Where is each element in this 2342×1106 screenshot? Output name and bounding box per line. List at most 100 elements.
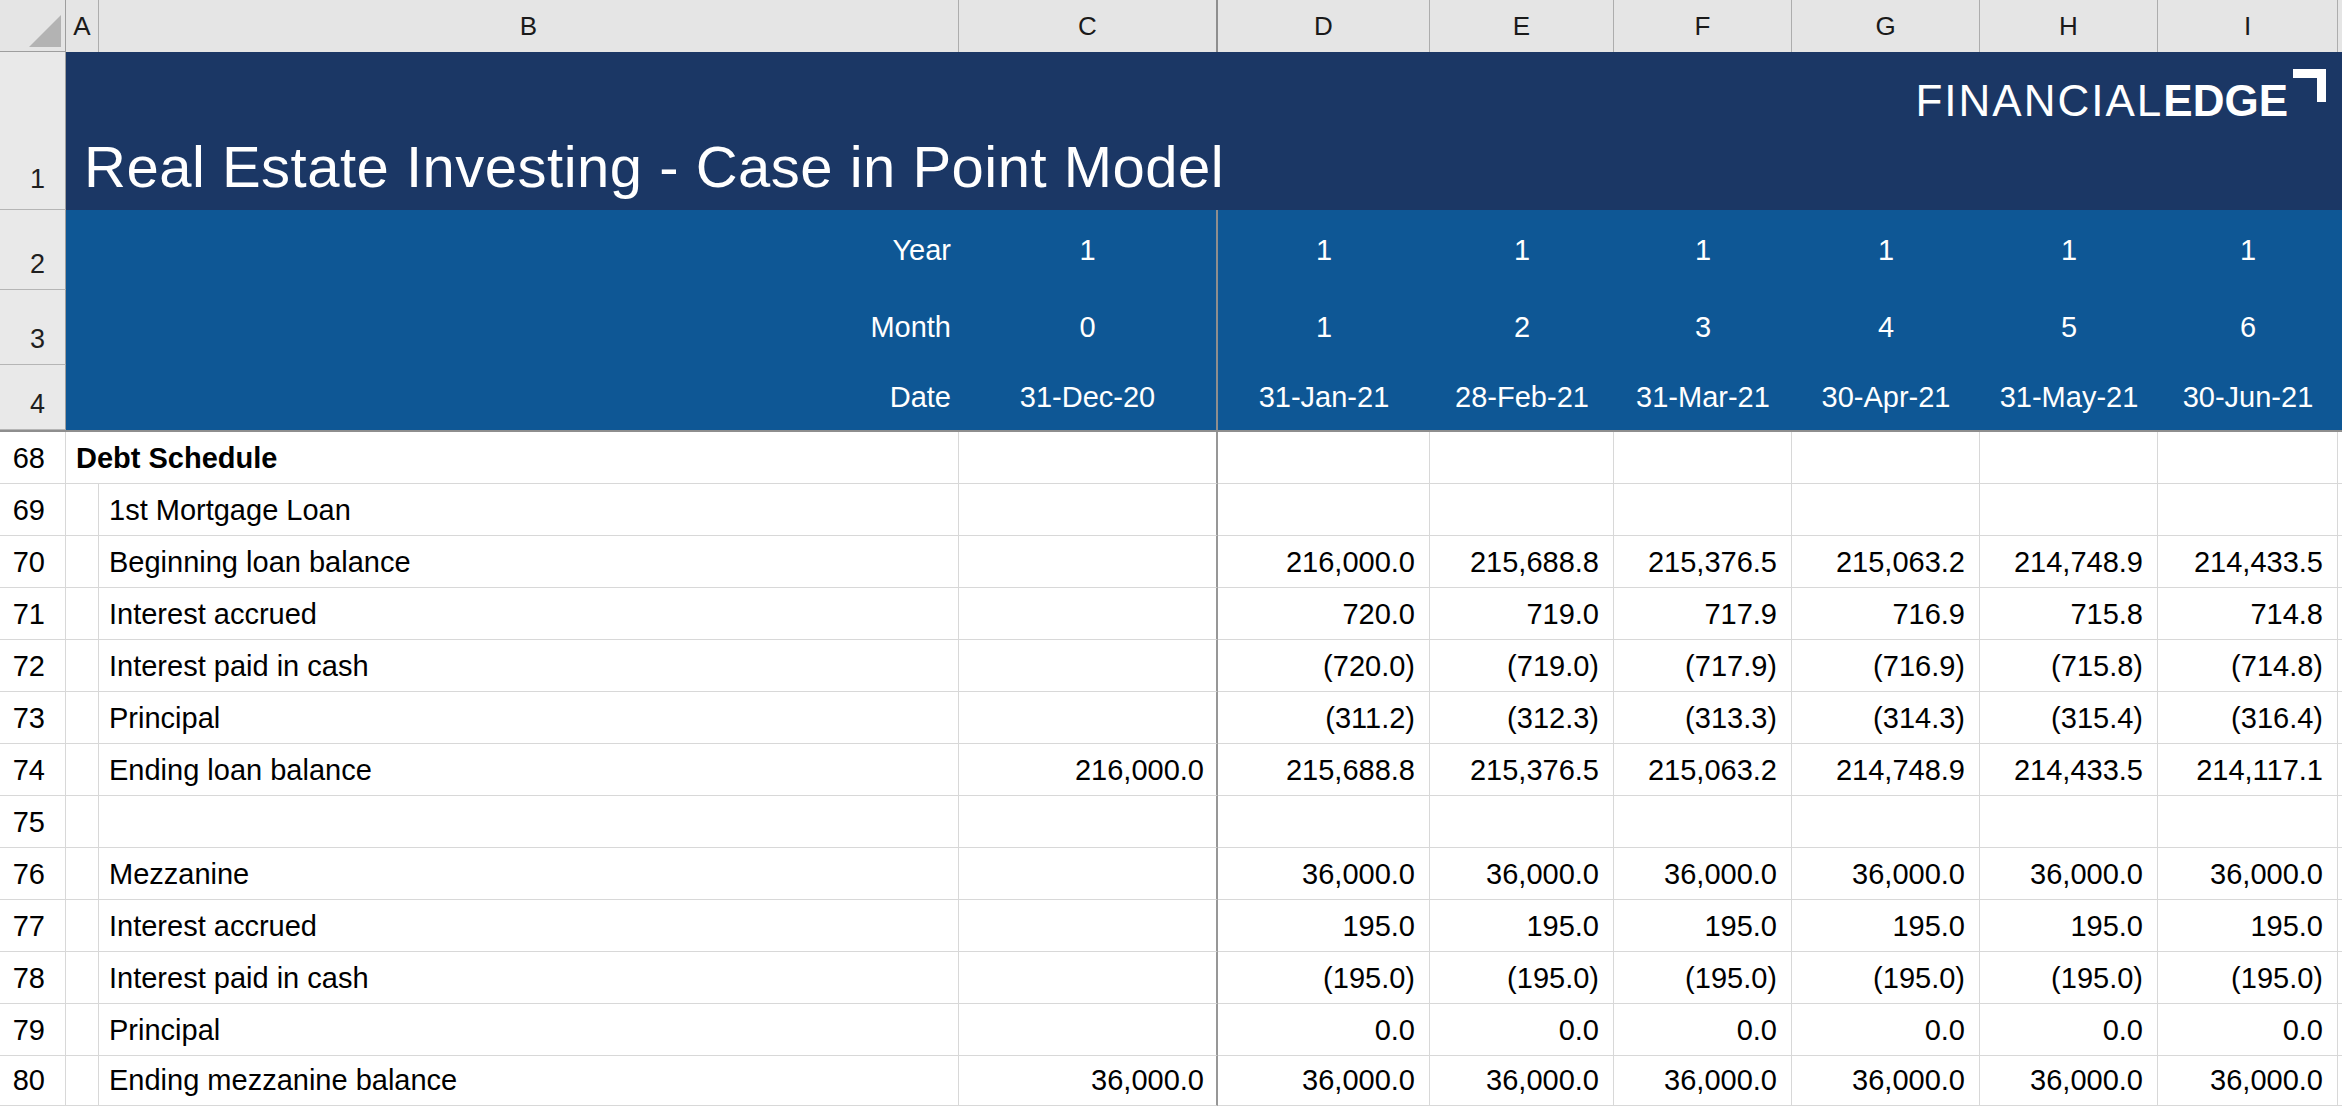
cell-D73[interactable]: (311.2) — [1218, 692, 1430, 744]
year-value[interactable]: 1 — [1980, 210, 2158, 290]
cell-I69[interactable] — [2158, 484, 2338, 536]
column-header-I[interactable]: I — [2158, 0, 2338, 52]
cell-G80[interactable]: 36,000.0 — [1792, 1056, 1980, 1106]
cell-F68[interactable] — [1614, 432, 1792, 484]
cell-I70[interactable]: 214,433.5 — [2158, 536, 2338, 588]
column-header-F[interactable]: F — [1614, 0, 1792, 52]
row-label[interactable]: Ending loan balance — [99, 744, 959, 796]
year-value[interactable]: 1 — [1218, 210, 1430, 290]
cell-C70[interactable] — [959, 536, 1218, 588]
cell-D78[interactable]: (195.0) — [1218, 952, 1430, 1004]
cell-A2[interactable] — [66, 210, 99, 290]
column-header-B[interactable]: B — [99, 0, 959, 52]
column-header-A[interactable]: A — [66, 0, 99, 52]
row-label[interactable]: Interest accrued — [99, 588, 959, 640]
cell-E72[interactable]: (719.0) — [1430, 640, 1614, 692]
month-value[interactable]: 6 — [2158, 290, 2338, 365]
cell-C69[interactable] — [959, 484, 1218, 536]
cell-F80[interactable]: 36,000.0 — [1614, 1056, 1792, 1106]
date-value[interactable]: 31-May-21 — [1980, 365, 2158, 430]
cell-H69[interactable] — [1980, 484, 2158, 536]
cell-C76[interactable] — [959, 848, 1218, 900]
cell-H76[interactable]: 36,000.0 — [1980, 848, 2158, 900]
cell-C73[interactable] — [959, 692, 1218, 744]
cell-E78[interactable]: (195.0) — [1430, 952, 1614, 1004]
cell-I68[interactable] — [2158, 432, 2338, 484]
cell-I75[interactable] — [2158, 796, 2338, 848]
cell-F76[interactable]: 36,000.0 — [1614, 848, 1792, 900]
cell-D77[interactable]: 195.0 — [1218, 900, 1430, 952]
month-label[interactable]: Month — [99, 290, 959, 365]
cell-G72[interactable]: (716.9) — [1792, 640, 1980, 692]
cell-F70[interactable]: 215,376.5 — [1614, 536, 1792, 588]
cell-D70[interactable]: 216,000.0 — [1218, 536, 1430, 588]
cell-E74[interactable]: 215,376.5 — [1430, 744, 1614, 796]
cell-C72[interactable] — [959, 640, 1218, 692]
cell-E76[interactable]: 36,000.0 — [1430, 848, 1614, 900]
month-value[interactable]: 1 — [1218, 290, 1430, 365]
column-header-C[interactable]: C — [959, 0, 1218, 52]
cell-C77[interactable] — [959, 900, 1218, 952]
column-header-E[interactable]: E — [1430, 0, 1614, 52]
cell-G74[interactable]: 214,748.9 — [1792, 744, 1980, 796]
cell-D80[interactable]: 36,000.0 — [1218, 1056, 1430, 1106]
cell-D76[interactable]: 36,000.0 — [1218, 848, 1430, 900]
cell-H78[interactable]: (195.0) — [1980, 952, 2158, 1004]
cell-I78[interactable]: (195.0) — [2158, 952, 2338, 1004]
cell-F75[interactable] — [1614, 796, 1792, 848]
row-header-68[interactable]: 68 — [0, 432, 66, 484]
cell-D75[interactable] — [1218, 796, 1430, 848]
cell-H72[interactable]: (715.8) — [1980, 640, 2158, 692]
cell-E70[interactable]: 215,688.8 — [1430, 536, 1614, 588]
cell-A75[interactable] — [66, 796, 99, 848]
column-header-H[interactable]: H — [1980, 0, 2158, 52]
row-label[interactable]: Mezzanine — [99, 848, 959, 900]
cell-G76[interactable]: 36,000.0 — [1792, 848, 1980, 900]
cell-G73[interactable]: (314.3) — [1792, 692, 1980, 744]
cell-F71[interactable]: 717.9 — [1614, 588, 1792, 640]
cell-C74[interactable]: 216,000.0 — [959, 744, 1218, 796]
cell-E80[interactable]: 36,000.0 — [1430, 1056, 1614, 1106]
cell-A79[interactable] — [66, 1004, 99, 1056]
cell-C79[interactable] — [959, 1004, 1218, 1056]
year-label[interactable]: Year — [99, 210, 959, 290]
month-value[interactable]: 2 — [1430, 290, 1614, 365]
row-header-71[interactable]: 71 — [0, 588, 66, 640]
cell-F74[interactable]: 215,063.2 — [1614, 744, 1792, 796]
row-header-80[interactable]: 80 — [0, 1056, 66, 1106]
row-header-70[interactable]: 70 — [0, 536, 66, 588]
cell-H80[interactable]: 36,000.0 — [1980, 1056, 2158, 1106]
row-label[interactable] — [99, 796, 959, 848]
cell-I73[interactable]: (316.4) — [2158, 692, 2338, 744]
cell-F72[interactable]: (717.9) — [1614, 640, 1792, 692]
cell-D68[interactable] — [1218, 432, 1430, 484]
column-header-D[interactable]: D — [1218, 0, 1430, 52]
cell-A71[interactable] — [66, 588, 99, 640]
cell-H70[interactable]: 214,748.9 — [1980, 536, 2158, 588]
cell-F79[interactable]: 0.0 — [1614, 1004, 1792, 1056]
cell-G71[interactable]: 716.9 — [1792, 588, 1980, 640]
cell-G70[interactable]: 215,063.2 — [1792, 536, 1980, 588]
cell-E73[interactable]: (312.3) — [1430, 692, 1614, 744]
cell-D74[interactable]: 215,688.8 — [1218, 744, 1430, 796]
cell-G79[interactable]: 0.0 — [1792, 1004, 1980, 1056]
date-value[interactable]: 30-Apr-21 — [1792, 365, 1980, 430]
row-label[interactable]: Principal — [99, 1004, 959, 1056]
year-value[interactable]: 1 — [1614, 210, 1792, 290]
month-value[interactable]: 0 — [959, 290, 1218, 365]
cell-H68[interactable] — [1980, 432, 2158, 484]
cell-H75[interactable] — [1980, 796, 2158, 848]
cell-A69[interactable] — [66, 484, 99, 536]
cell-I76[interactable]: 36,000.0 — [2158, 848, 2338, 900]
cell-A70[interactable] — [66, 536, 99, 588]
cell-A76[interactable] — [66, 848, 99, 900]
select-all-corner[interactable] — [0, 0, 66, 52]
row-header-75[interactable]: 75 — [0, 796, 66, 848]
row-header-77[interactable]: 77 — [0, 900, 66, 952]
cell-I77[interactable]: 195.0 — [2158, 900, 2338, 952]
cell-G75[interactable] — [1792, 796, 1980, 848]
date-value[interactable]: 30-Jun-21 — [2158, 365, 2338, 430]
year-value[interactable]: 1 — [1792, 210, 1980, 290]
cell-F69[interactable] — [1614, 484, 1792, 536]
date-value[interactable]: 31-Jan-21 — [1218, 365, 1430, 430]
